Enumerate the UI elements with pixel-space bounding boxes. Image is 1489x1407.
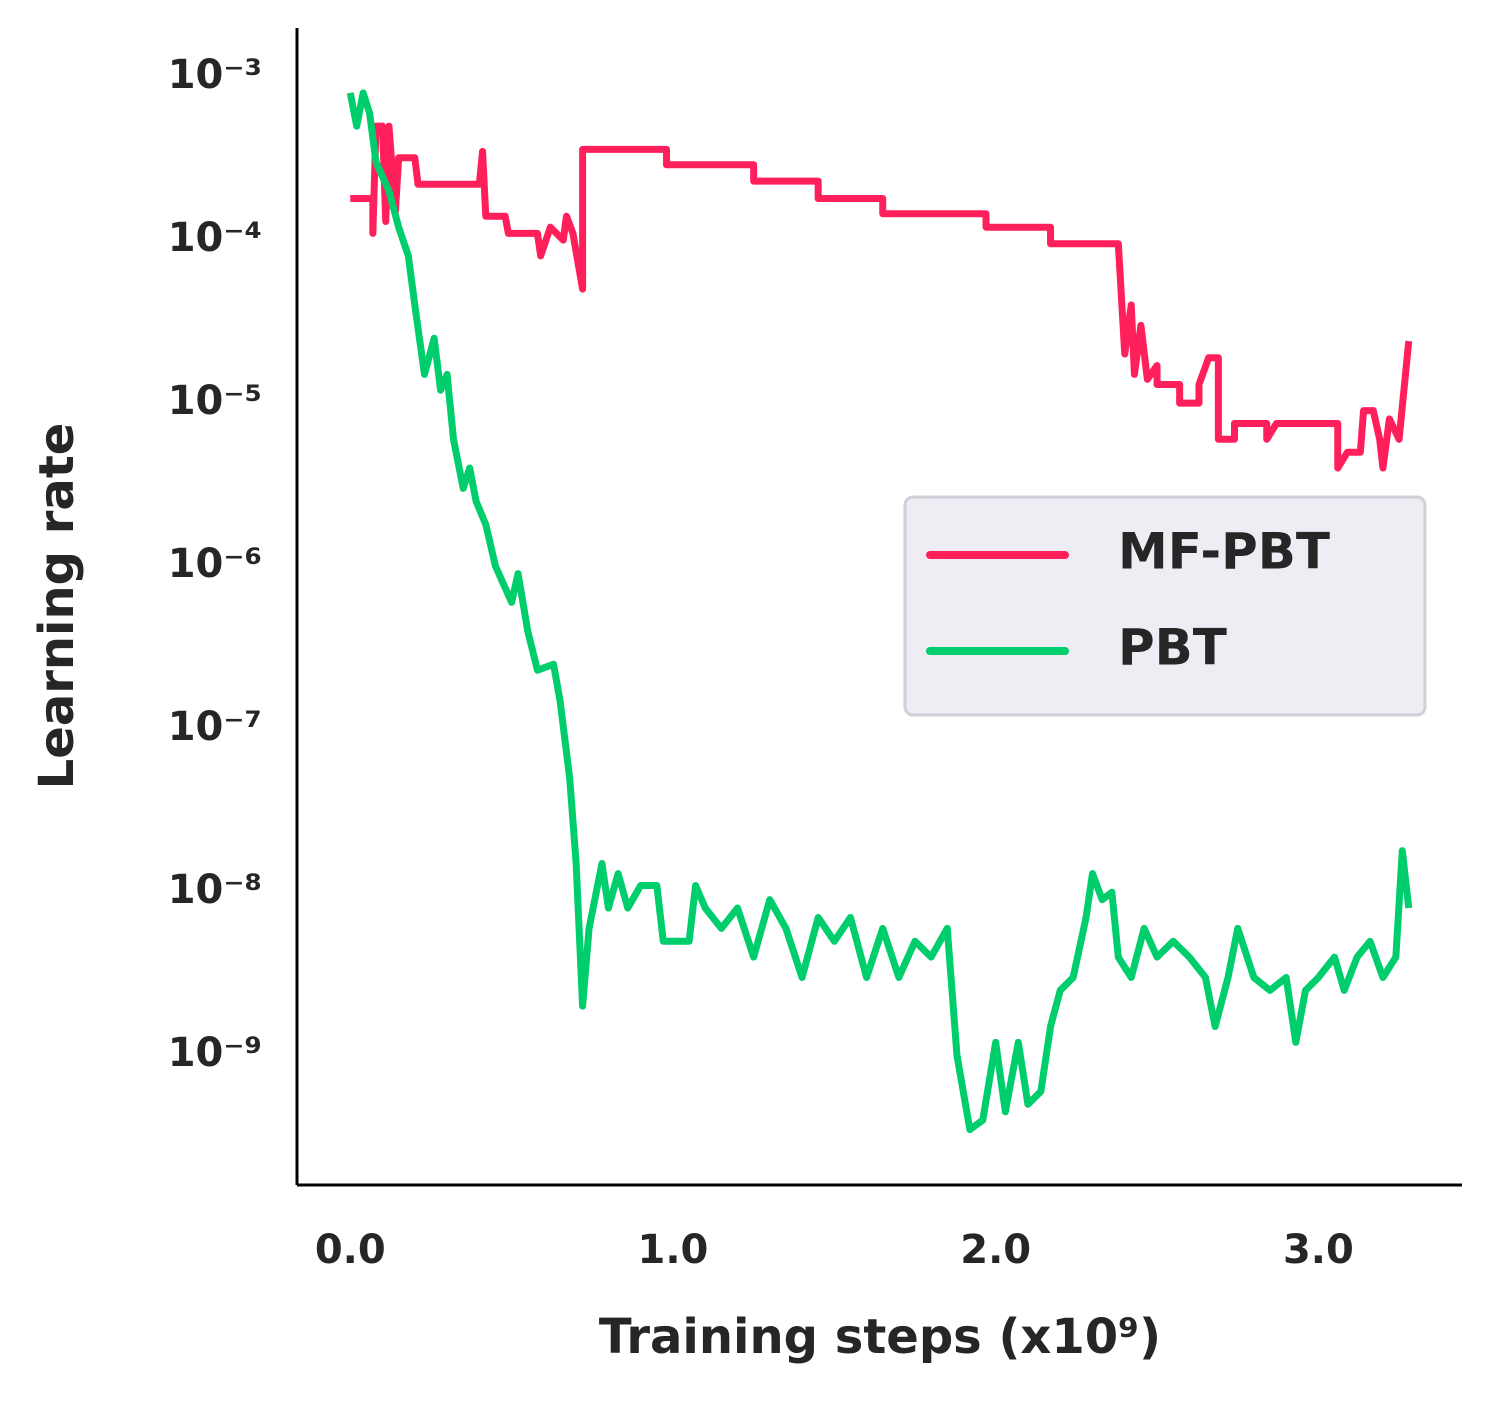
y-tick-label: 10⁻⁴ [168, 215, 262, 261]
x-tick-label: 1.0 [638, 1227, 709, 1273]
y-tick-label: 10⁻³ [168, 52, 262, 98]
y-tick-label: 10⁻⁹ [168, 1030, 262, 1076]
y-tick-label: 10⁻⁸ [168, 867, 262, 913]
y-tick-label: 10⁻⁶ [168, 541, 262, 587]
x-tick-label: 2.0 [960, 1227, 1031, 1273]
legend-label: PBT [1118, 619, 1227, 677]
line-series [350, 122, 1413, 472]
y-axis-title: Learning rate [29, 423, 85, 790]
x-axis-title: Training steps (x10⁹) [599, 1309, 1161, 1365]
y-tick-label: 10⁻⁵ [168, 378, 262, 424]
line-series [346, 89, 1413, 1134]
y-tick-label: 10⁻⁷ [168, 704, 262, 750]
x-tick-label: 0.0 [315, 1227, 386, 1273]
legend-label: MF-PBT [1118, 523, 1330, 581]
x-tick-label: 3.0 [1283, 1227, 1354, 1273]
